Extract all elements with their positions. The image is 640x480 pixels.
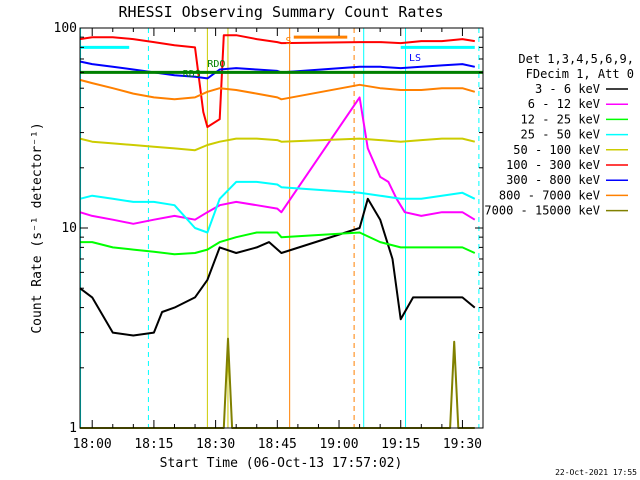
series-line-4 [79, 137, 476, 152]
y-tick-label-2: 100 [54, 21, 77, 36]
legend-label-8: 7000 - 15000 keV [484, 204, 600, 218]
series-line-1 [79, 96, 476, 225]
series-line-0 [79, 197, 476, 337]
x-tick-label-0: 18:00 [73, 437, 112, 452]
x-tick-label-4: 19:00 [319, 437, 358, 452]
series-line-2 [79, 231, 476, 256]
y-tick-label-1: 10 [61, 221, 77, 236]
legend-header-1: Det 1,3,4,5,6,9, [518, 52, 634, 66]
flag-label-3: LS [409, 53, 421, 64]
y-tick-label-0: 1 [69, 421, 77, 436]
x-axis: 18:00 18:15 18:30 18:45 19:00 19:15 19:30 [73, 28, 484, 452]
series-line-6 [79, 60, 476, 80]
y-axis-label: Count Rate (s⁻¹ detector⁻¹) [30, 122, 45, 333]
legend-label-1: 6 - 12 keV [528, 97, 600, 111]
x-tick-label-3: 18:45 [258, 437, 297, 452]
legend-label-5: 100 - 300 keV [506, 158, 600, 172]
legend-label-3: 25 - 50 keV [521, 128, 600, 142]
x-tick-label-5: 19:15 [381, 437, 420, 452]
flag-label-2: S [286, 36, 292, 47]
legend-label-4: 50 - 100 keV [513, 143, 600, 157]
chart-title: RHESSI Observing Summary Count Rates [118, 3, 443, 21]
legend-label-6: 300 - 800 keV [506, 173, 600, 187]
plot-area [79, 28, 483, 429]
flag-labels: RDO RDS S LS [183, 36, 421, 80]
series-line-7 [79, 78, 476, 101]
legend-label-0: 3 - 6 keV [535, 82, 600, 96]
plot-frame [79, 27, 484, 429]
legend-header-2: FDecim 1, Att 0 [526, 67, 634, 81]
x-axis-label: Start Time (06-Oct-13 17:57:02) [160, 456, 403, 471]
legend-label-7: 800 - 7000 keV [499, 188, 600, 202]
x-tick-label-2: 18:30 [196, 437, 235, 452]
legend: Det 1,3,4,5,6,9, FDecim 1, Att 0 3 - 6 k… [484, 52, 634, 218]
legend-label-2: 12 - 25 keV [521, 112, 600, 126]
series-line-3 [79, 180, 476, 234]
series-line-5 [79, 34, 475, 128]
x-tick-label-1: 18:15 [134, 437, 173, 452]
series-line-8 [79, 337, 475, 429]
x-tick-label-6: 19:30 [443, 437, 482, 452]
flag-label-1: RDS [183, 69, 201, 80]
flag-label-0: RDO [207, 59, 225, 70]
y-axis: 1 10 100 [54, 21, 483, 436]
footer-date: 22-Oct-2021 17:55 [555, 468, 637, 477]
